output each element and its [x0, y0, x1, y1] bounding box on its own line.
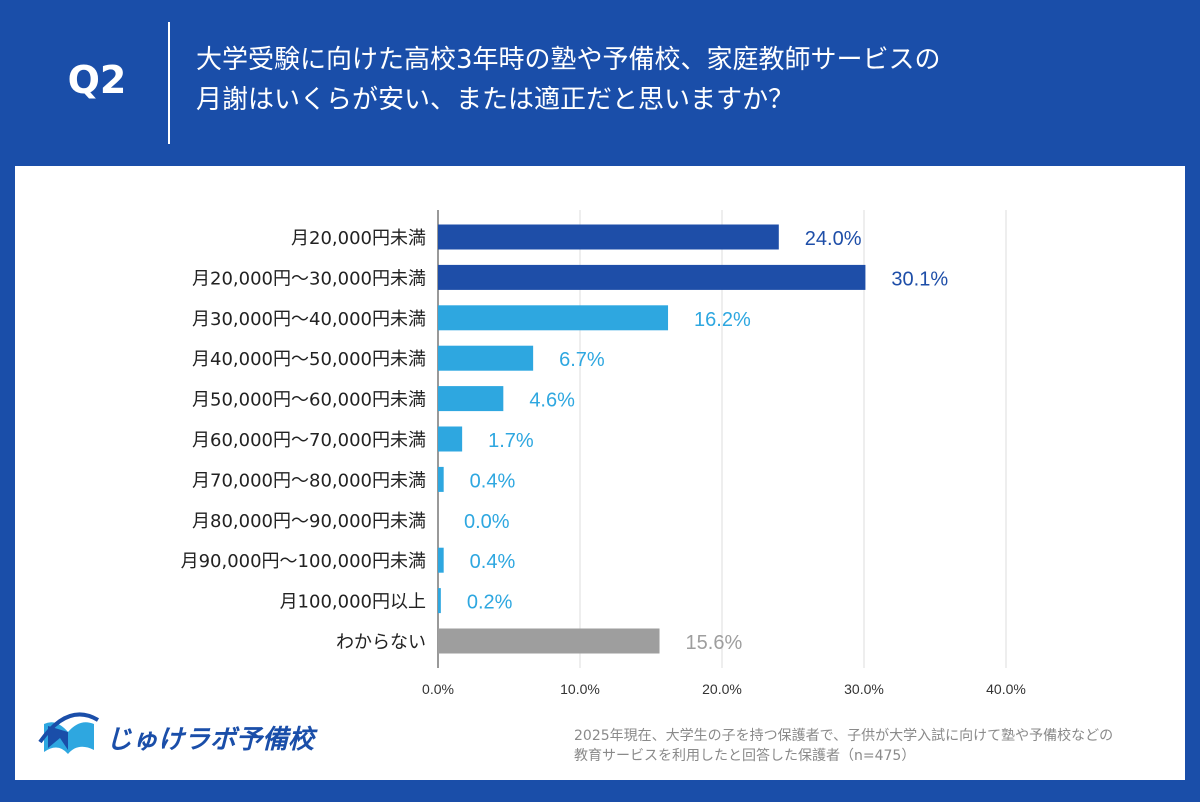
data-label: 0.4% — [470, 551, 516, 573]
survey-note: 2025年現在、大学生の子を持つ保護者で、子供が大学入試に向けて塾や予備校などの… — [574, 726, 1113, 766]
x-tick-label: 20.0% — [702, 681, 742, 697]
title-line-2: 月謝はいくらが安い、または適正だと思いますか？ — [196, 85, 795, 115]
category-label: 月20,000円未満 — [291, 228, 426, 249]
question-number: Q2 — [67, 58, 127, 102]
bar — [438, 264, 866, 290]
data-label: 4.6% — [529, 390, 575, 412]
data-label: 24.0% — [805, 228, 862, 250]
x-tick-label: 10.0% — [560, 681, 600, 697]
category-label: わからない — [336, 632, 426, 653]
x-tick-label: 0.0% — [422, 681, 454, 697]
note-line-1: 2025年現在、大学生の子を持つ保護者で、子供が大学入試に向けて塾や予備校などの — [574, 728, 1114, 744]
data-label: 6.7% — [559, 349, 605, 371]
x-tick-label: 30.0% — [844, 681, 884, 697]
data-label: 1.7% — [488, 430, 534, 452]
data-label: 30.1% — [891, 268, 948, 290]
data-label: 0.0% — [464, 511, 510, 533]
book-logo-icon — [38, 712, 100, 754]
data-label: 0.4% — [470, 470, 516, 492]
bar — [438, 588, 441, 614]
bar — [438, 628, 660, 654]
category-label: 月20,000円～30,000円未満 — [192, 268, 426, 289]
logo: じゅけラボ予備校 — [38, 712, 314, 762]
data-label: 0.2% — [467, 592, 513, 614]
logo-text: じゅけラボ予備校 — [106, 724, 315, 755]
category-label: 月80,000円～90,000円未満 — [192, 511, 426, 532]
bar — [438, 386, 504, 412]
category-label: 月90,000円～100,000円未満 — [181, 551, 426, 572]
bar — [438, 426, 463, 452]
bar — [438, 466, 444, 492]
category-label: 月30,000円～40,000円未満 — [192, 309, 426, 330]
x-tick-label: 40.0% — [986, 681, 1026, 697]
bar — [438, 345, 534, 371]
question-title: 大学受験に向けた高校3年時の塾や予備校、家庭教師サービスの 月謝はいくらが安い、… — [196, 40, 941, 120]
category-label: 月70,000円～80,000円未満 — [192, 470, 426, 491]
category-label: 月100,000円以上 — [280, 592, 426, 613]
data-label: 16.2% — [694, 309, 751, 331]
title-line-1: 大学受験に向けた高校3年時の塾や予備校、家庭教師サービスの — [196, 45, 941, 75]
bar — [438, 305, 669, 331]
bar — [438, 224, 779, 250]
bar — [438, 547, 444, 573]
data-label: 15.6% — [686, 632, 743, 654]
category-label: 月60,000円～70,000円未満 — [192, 430, 426, 451]
divider — [168, 22, 170, 144]
note-line-2: 教育サービスを利用したと回答した保護者（n=475） — [574, 748, 916, 764]
category-label: 月50,000円～60,000円未満 — [192, 390, 426, 411]
category-label: 月40,000円～50,000円未満 — [192, 349, 426, 370]
